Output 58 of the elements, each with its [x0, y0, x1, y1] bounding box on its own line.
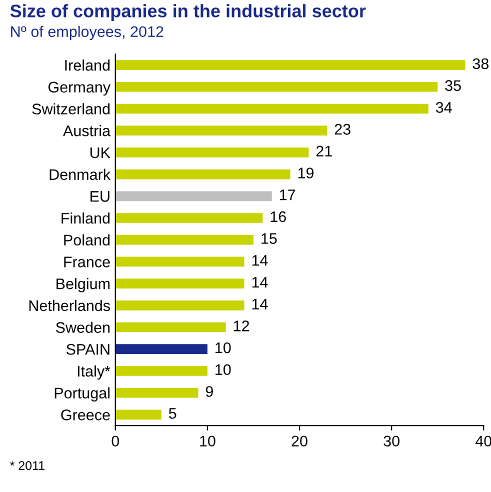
data-label: 12 [234, 320, 250, 332]
data-label: 10 [216, 364, 231, 376]
data-label: 23 [334, 124, 350, 135]
y-tick-label: France [64, 256, 110, 268]
bar [115, 60, 466, 70]
y-tick-label: Austria [63, 125, 111, 136]
bar [115, 388, 198, 398]
bar [115, 104, 428, 114]
data-label: 14 [252, 298, 268, 310]
data-label: 15 [262, 233, 277, 244]
y-tick-label: Greece [61, 410, 110, 420]
y-tick-label: EU [90, 191, 110, 202]
y-tick-label: Portugal [54, 387, 110, 402]
data-label: 14 [252, 255, 268, 266]
x-tick-label: 20 [292, 436, 308, 447]
y-tick-label: SPAIN [66, 344, 110, 355]
x-tick-label: 10 [200, 436, 216, 447]
data-label: 21 [316, 146, 332, 156]
text: * 2011 [10, 461, 44, 470]
data-label: 38 [472, 58, 488, 70]
y-tick-label: Belgium [56, 278, 110, 292]
chart-title: Size of companies in the industrial sector [10, 4, 366, 21]
data-label: 10 [216, 342, 231, 354]
data-label: 5 [168, 408, 176, 419]
data-label: 34 [436, 102, 452, 113]
y-tick-label: Ireland [65, 60, 110, 71]
y-tick-label: Poland [64, 234, 110, 246]
data-label: 14 [252, 276, 268, 288]
x-tick-label: 0 [112, 436, 120, 447]
y-tick-label: Sweden [56, 322, 110, 333]
bar [115, 126, 328, 136]
y-tick-label: Switzerland [32, 103, 110, 114]
y-tick-label: Netherlands [29, 300, 110, 312]
bar [115, 344, 208, 354]
data-label: 35 [445, 80, 461, 91]
bar [115, 322, 226, 332]
bar [115, 366, 208, 376]
bar [115, 169, 290, 180]
x-tick-label: 30 [384, 436, 400, 447]
bar [115, 256, 244, 267]
data-label: 17 [280, 190, 296, 200]
bar [115, 191, 272, 202]
data-label: 19 [298, 168, 314, 178]
bar [115, 148, 309, 158]
y-tick-label: Germany [48, 82, 110, 96]
y-tick-label: Italy* [78, 365, 110, 380]
bar [115, 213, 263, 223]
chart-subtitle: Nº of employees, 2012 [11, 26, 164, 40]
data-label: 16 [270, 211, 286, 222]
data-label: 9 [206, 386, 213, 397]
y-tick-label: Finland [62, 212, 110, 224]
bar [115, 278, 244, 288]
bar [115, 82, 438, 92]
y-tick-label: Denmark [50, 168, 111, 180]
y-tick-label: UK [90, 147, 110, 158]
bar [115, 234, 254, 245]
bar [115, 300, 244, 310]
bar [115, 410, 162, 420]
